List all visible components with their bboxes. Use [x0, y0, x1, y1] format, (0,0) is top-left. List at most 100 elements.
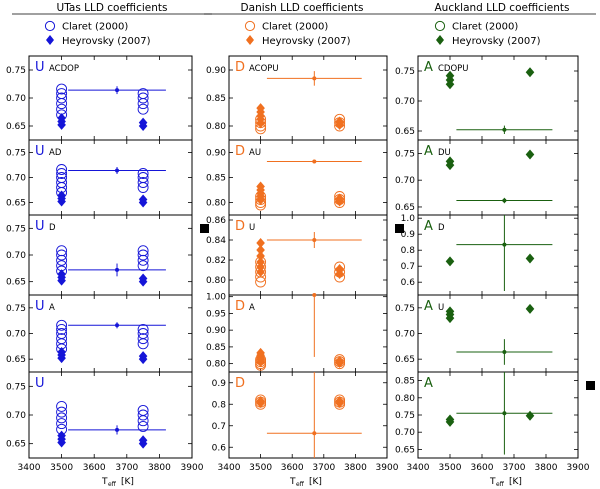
heyrovsky-point	[256, 251, 265, 261]
panel-auckland-5: 0.65 0.70 0.75 0.80 0.85 A	[395, 371, 595, 459]
heyrovsky-point	[335, 116, 344, 127]
panel-letter: D	[235, 299, 245, 314]
panel-letter: A	[424, 376, 433, 391]
measurement-point	[115, 88, 120, 93]
claret-point	[137, 92, 149, 104]
claret-point	[137, 249, 149, 261]
claret-point	[56, 98, 68, 110]
claret-point	[137, 168, 149, 179]
claret-point	[137, 409, 149, 421]
heyrovsky-point	[256, 103, 265, 114]
y-tick-label: 0.86	[206, 216, 226, 226]
x-tick-label: 3400	[18, 463, 41, 473]
xaxis-label-sub-utas: eff	[108, 481, 117, 488]
claret-point	[137, 98, 149, 110]
panel-auckland-4: 0.65 0.70 0.75 A U	[395, 294, 579, 373]
square-marker	[586, 381, 595, 390]
y-tick-label: 0.65	[395, 127, 415, 137]
legend-danish: Claret (2000) Heyrovsky (2007)	[244, 20, 351, 47]
y-tick-label: 0.80	[206, 360, 226, 370]
measurement-point	[115, 267, 120, 272]
xaxis-label-main-utas: T	[101, 477, 108, 487]
heyrovsky-point	[445, 156, 455, 167]
x-tick-label: 3600	[281, 463, 304, 473]
y-tick-label: 0.90	[206, 326, 226, 336]
claret-point	[56, 412, 68, 424]
y-tick-label: 0.65	[6, 278, 26, 288]
y-tick-label: 0.75	[6, 66, 26, 76]
panel-auckland-2: 0.65 0.70 0.75 A DU	[395, 139, 579, 216]
heyrovsky-point	[445, 306, 455, 317]
heyrovsky-point	[57, 269, 66, 280]
claret-point	[56, 406, 68, 418]
panel-label: DU	[438, 148, 451, 158]
heyrovsky-point	[138, 273, 148, 284]
measurement-point	[502, 198, 507, 203]
y-tick-label: 0.70	[6, 251, 26, 261]
panel-label: CDOPU	[438, 64, 469, 74]
measurement-point	[115, 427, 120, 432]
y-tick-label: 0.82	[206, 256, 226, 266]
panel-letter: A	[424, 219, 433, 234]
legend-claret-marker-auckland	[434, 20, 446, 32]
heyrovsky-point	[525, 303, 535, 314]
heyrovsky-point	[335, 396, 344, 407]
panel-frame	[228, 371, 388, 459]
y-tick-label: 1.00	[206, 293, 226, 303]
y-tick-label: 0.7	[212, 422, 226, 432]
legend-heyrovsky-marker-utas	[46, 35, 54, 45]
claret-point	[56, 177, 68, 188]
x-tick-label: 3800	[148, 463, 171, 473]
column-danish: Danish LLD coefficients Claret (2000) He…	[204, 2, 404, 488]
panel-danish-5: 0.6 0.7 0.8 0.9 D	[212, 371, 388, 459]
y-tick-label: 0.70	[395, 330, 415, 340]
y-tick-label: 0.84	[206, 236, 226, 246]
panel-label: A	[49, 303, 55, 313]
heyrovsky-point	[256, 181, 265, 192]
heyrovsky-point	[256, 396, 265, 407]
panel-utas-3: 0.65 0.70 0.75 U D	[6, 214, 209, 296]
y-tick-label: 0.65	[6, 122, 26, 132]
claret-point	[56, 400, 68, 412]
claret-point	[56, 172, 68, 183]
measurement-point	[312, 238, 317, 242]
heyrovsky-point	[57, 346, 66, 357]
heyrovsky-point	[57, 190, 66, 201]
xaxis-label-danish: T eff [K]	[289, 477, 322, 488]
claret-point	[56, 88, 68, 99]
heyrovsky-point	[335, 355, 344, 366]
claret-point	[56, 92, 68, 104]
y-tick-label: 0.85	[206, 343, 226, 353]
panel-label: ACOPU	[249, 64, 279, 74]
panel-letter: U	[35, 376, 45, 391]
panel-label: AU	[249, 148, 261, 158]
panel-letter: A	[424, 60, 433, 75]
y-tick-label: 0.8	[212, 400, 227, 410]
xaxis-label-unit-utas: [K]	[121, 477, 134, 487]
heyrovsky-point	[138, 351, 148, 362]
panel-letter: D	[235, 219, 245, 234]
panel-frame	[28, 371, 193, 459]
claret-point	[137, 172, 149, 183]
heyrovsky-point	[525, 149, 535, 160]
claret-point	[56, 249, 68, 261]
panel-letter: U	[35, 60, 45, 75]
y-tick-label: 0.70	[6, 174, 26, 184]
heyrovsky-point	[256, 245, 265, 255]
claret-point	[56, 328, 68, 339]
claret-point	[56, 103, 68, 115]
measurement-point	[502, 349, 507, 354]
xaxis-label-unit-danish: [K]	[309, 477, 322, 487]
xaxis-label-main-auckland: T	[489, 477, 496, 487]
panel-label: U	[438, 303, 444, 313]
heyrovsky-point	[138, 435, 148, 446]
panel-auckland-3: 0.6 0.7 0.8 0.9 1.0 A D	[401, 214, 579, 296]
panel-letter: D	[235, 60, 245, 75]
heyrovsky-point	[256, 347, 265, 358]
measurement-point	[312, 76, 317, 81]
panel-danish-3: 0.80 0.82 0.84 0.86 D U	[206, 214, 404, 296]
measurement-point	[312, 159, 317, 164]
claret-point	[137, 415, 149, 427]
claret-point	[137, 177, 149, 188]
